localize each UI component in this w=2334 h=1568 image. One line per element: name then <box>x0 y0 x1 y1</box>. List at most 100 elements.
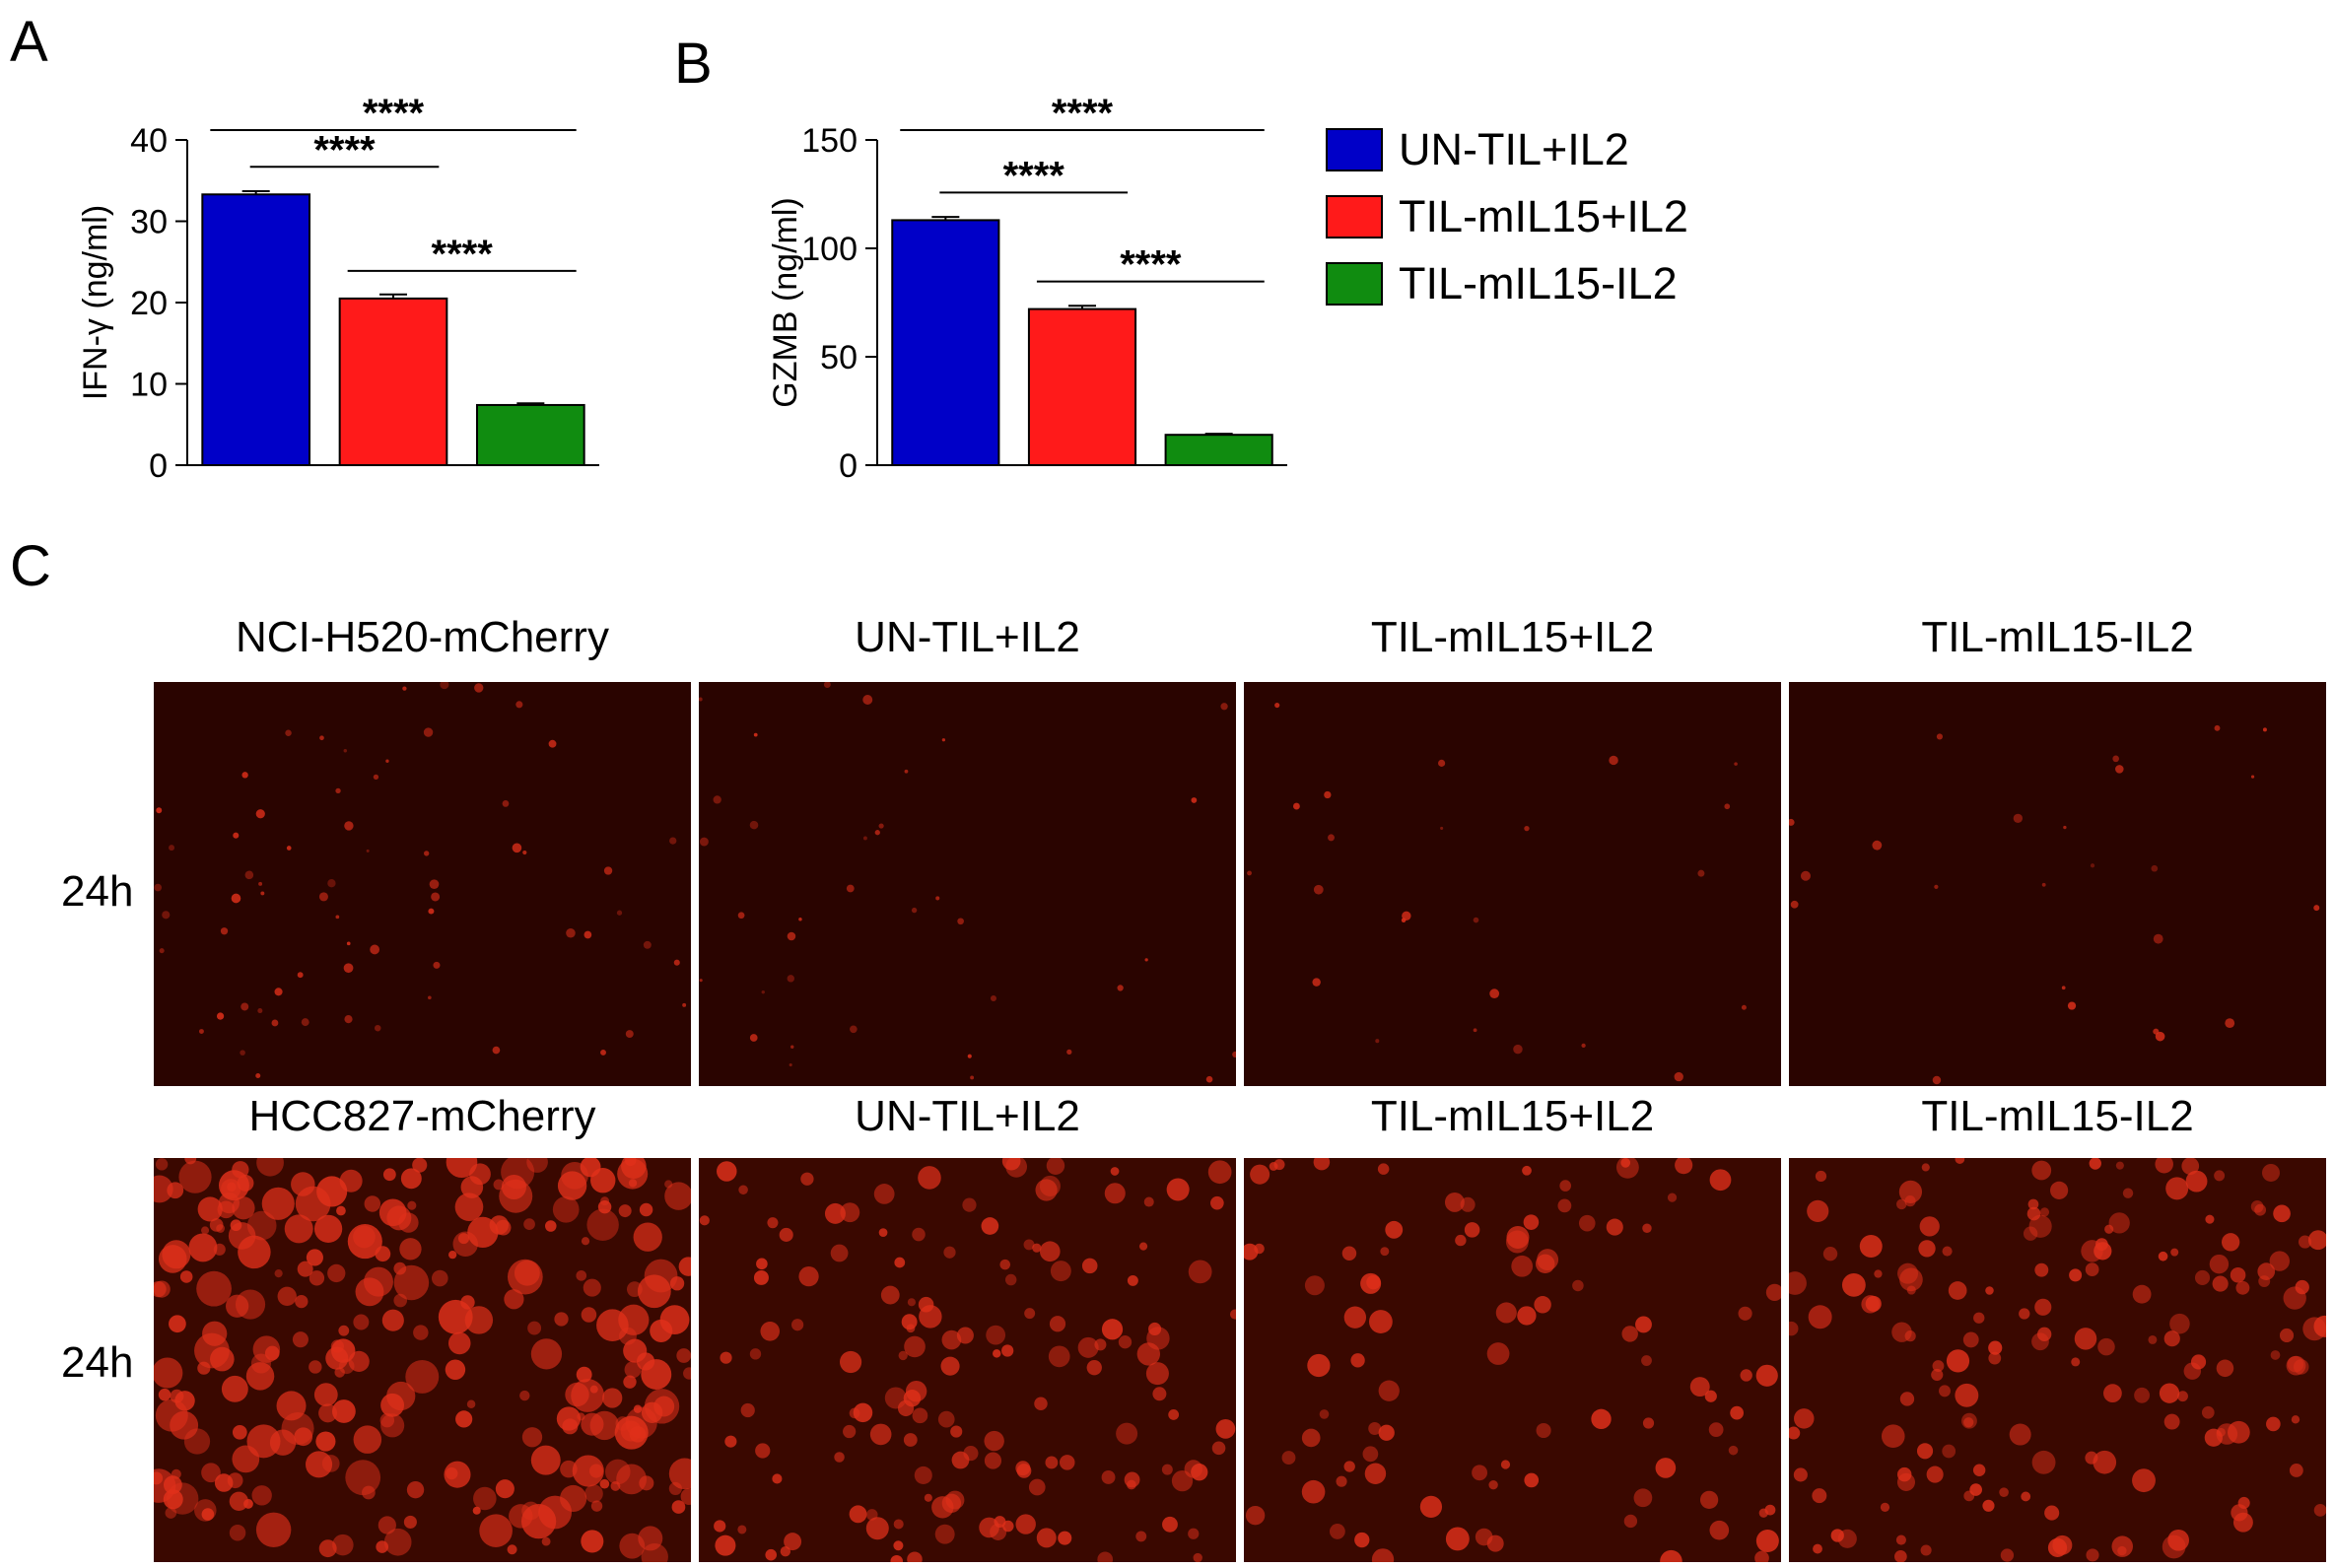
fluorescent-cell <box>678 1257 691 1276</box>
fluorescent-cell <box>457 1233 470 1245</box>
micro-title: HCC827-mCherry <box>248 1092 596 1140</box>
fluorescent-cell <box>904 769 909 774</box>
fluorescent-cell <box>446 1158 478 1179</box>
fluorescent-cell <box>853 1402 873 1423</box>
fluorescent-cell <box>1281 1451 1296 1466</box>
fluorescent-cell <box>589 1385 598 1394</box>
fluorescent-cell <box>565 1382 589 1407</box>
fluorescent-cell <box>353 1314 370 1330</box>
fluorescent-cell <box>2148 1334 2158 1344</box>
y-tick-label: 10 <box>130 367 168 404</box>
fluorescent-cell <box>413 1325 429 1340</box>
fluorescent-cell <box>2009 1423 2031 1446</box>
fluorescent-cell <box>466 1399 476 1408</box>
fluorescent-cell <box>294 1427 313 1447</box>
fluorescent-cell <box>1004 1273 1017 1286</box>
fluorescent-cell <box>1438 759 1446 767</box>
fluorescent-cell <box>798 917 802 921</box>
fluorescent-cell <box>2027 1198 2039 1210</box>
legend-item: TIL-mIL15-IL2 <box>1326 250 1688 317</box>
fluorescent-cell <box>504 1289 524 1310</box>
image-background <box>1244 682 1781 1086</box>
fluorescent-cell <box>1136 1342 1161 1366</box>
fluorescent-cell <box>1419 1495 1443 1519</box>
fluorescent-cell <box>562 1418 579 1435</box>
fluorescent-cell <box>235 1289 266 1320</box>
fluorescent-cell <box>1988 1340 2003 1355</box>
fluorescent-cell <box>1369 1310 1393 1333</box>
fluorescent-cell <box>221 1375 248 1402</box>
fluorescent-cell <box>1032 1243 1042 1253</box>
fluorescent-cell <box>2313 905 2320 912</box>
fluorescent-cell <box>1488 1479 1498 1490</box>
y-tick-label: 30 <box>130 204 168 241</box>
significance-label: **** <box>313 128 376 171</box>
fluorescent-cell <box>2117 1545 2127 1556</box>
fluorescent-cell <box>373 774 379 781</box>
fluorescent-cell <box>255 1073 261 1079</box>
fluorescent-cell <box>1874 1269 1883 1278</box>
fluorescent-cell <box>1377 1163 1390 1175</box>
fluorescent-cell <box>849 1407 860 1419</box>
fluorescent-cell <box>560 1460 578 1478</box>
fluorescent-cell <box>682 1002 687 1007</box>
fluorescent-cell <box>429 879 440 889</box>
row-label-time: 24h <box>61 867 134 916</box>
fluorescent-cell <box>1001 1344 1014 1357</box>
fluorescent-cell <box>699 697 703 702</box>
fluorescent-cell <box>1145 1362 1169 1386</box>
fluorescent-cell <box>584 1484 603 1503</box>
fluorescent-cell <box>1655 1458 1677 1478</box>
fluorescent-cell <box>178 1160 212 1193</box>
fluorescent-cell <box>984 1430 1004 1452</box>
fluorescent-cell <box>520 1504 557 1539</box>
fluorescent-cell <box>1755 1530 1779 1553</box>
fluorescent-cell <box>850 1025 858 1034</box>
fluorescent-cell <box>789 1062 792 1067</box>
fluorescent-cell <box>2254 1203 2267 1216</box>
fluorescent-cell <box>2000 1548 2015 1562</box>
fluorescent-cell <box>444 1461 471 1488</box>
panel-label-b: B <box>674 32 713 96</box>
fluorescent-cell <box>1699 1490 1719 1509</box>
fluorescent-cell <box>638 1526 663 1551</box>
fluorescent-cell <box>1207 1160 1232 1185</box>
fluorescent-cell <box>154 1471 164 1485</box>
fluorescent-cell <box>1758 1508 1768 1518</box>
fluorescent-cell <box>1211 1441 1226 1456</box>
fluorescent-cell <box>1789 1271 1807 1295</box>
fluorescent-cell <box>162 1240 191 1269</box>
fluorescent-cell <box>313 1214 343 1244</box>
fluorescent-cell <box>1812 1488 1827 1504</box>
fluorescent-cell <box>890 1554 904 1562</box>
fluorescent-cell <box>2031 1450 2056 1474</box>
fluorescent-cell <box>1036 1528 1057 1548</box>
fluorescent-cell <box>1660 1549 1682 1562</box>
fluorescent-cell <box>1642 1417 1655 1429</box>
fluorescent-cell <box>1188 1260 1212 1284</box>
fluorescent-cell <box>512 843 522 853</box>
fluorescent-cell <box>749 1034 758 1042</box>
image-background <box>1789 1158 2326 1562</box>
y-tick-label: 150 <box>801 122 858 160</box>
image-background <box>154 682 691 1086</box>
fluorescent-cell <box>495 1479 515 1499</box>
fluorescent-cell <box>166 1482 199 1515</box>
fluorescent-cell <box>1899 1267 1923 1292</box>
fluorescent-cell <box>967 1054 972 1058</box>
fluorescent-cell <box>1932 1075 1942 1085</box>
fluorescent-cell <box>286 846 292 851</box>
fluorescent-cell <box>2134 1387 2150 1403</box>
fluorescent-cell <box>165 1507 177 1519</box>
fluorescent-cell <box>560 1484 587 1513</box>
fluorescent-cell <box>2250 1199 2264 1213</box>
fluorescent-cell <box>956 1327 974 1344</box>
fluorescent-cell <box>1046 1158 1065 1176</box>
fluorescent-cell <box>440 682 449 690</box>
fluorescent-cell <box>1675 1158 1693 1175</box>
fluorescent-cell <box>1143 1196 1154 1207</box>
fluorescent-cell <box>664 1182 691 1210</box>
fluorescent-cell <box>198 1029 204 1035</box>
fluorescent-cell <box>343 748 347 753</box>
fluorescent-cell <box>963 1446 979 1462</box>
